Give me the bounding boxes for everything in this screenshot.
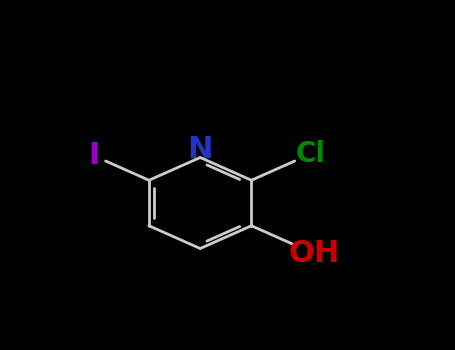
- Text: I: I: [88, 141, 100, 170]
- Text: OH: OH: [289, 239, 340, 268]
- Text: Cl: Cl: [296, 140, 325, 168]
- Text: N: N: [187, 135, 213, 164]
